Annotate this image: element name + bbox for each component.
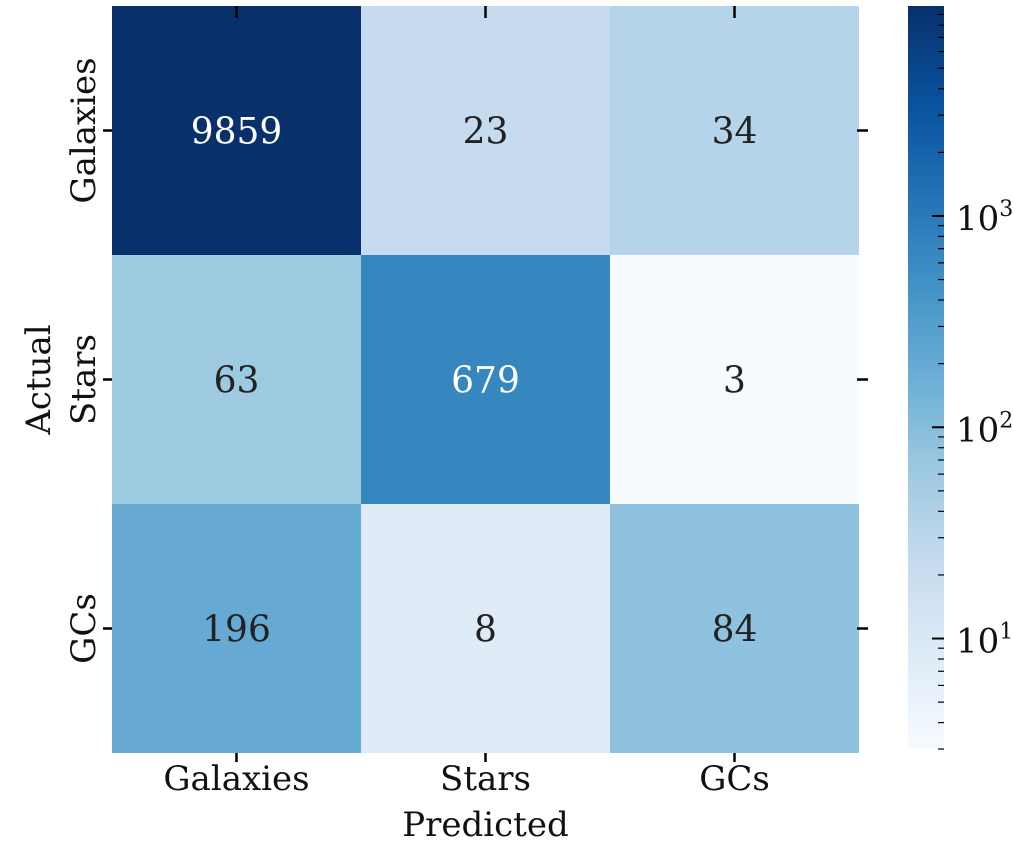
x-tick-label: Galaxies <box>163 759 309 799</box>
heatmap-cell <box>361 255 610 504</box>
y-tick-label: GCs <box>64 593 104 664</box>
cell-value-label: 84 <box>712 610 758 651</box>
x-tick-label: Stars <box>440 759 531 799</box>
cell-value-label: 679 <box>451 361 520 402</box>
cell-value-label: 63 <box>214 361 260 402</box>
heatmap-cell <box>610 255 859 504</box>
heatmap-cell <box>361 504 610 753</box>
heatmap-cell <box>361 6 610 255</box>
x-tick-label: GCs <box>699 759 770 799</box>
colorbar: 101 102 103 <box>908 6 1013 750</box>
cell-value-labels: 9859 23 34 63 679 3 196 8 84 <box>191 112 758 651</box>
heatmap-cell <box>610 6 859 255</box>
cell-value-label: 196 <box>202 610 271 651</box>
x-axis-label: Predicted <box>402 805 568 845</box>
cell-value-label: 9859 <box>191 112 283 153</box>
axes: Galaxies Stars GCs Galaxies Stars GCs Predicte… <box>19 6 868 845</box>
heatmap-cells <box>112 6 859 753</box>
heatmap-cell <box>112 255 361 504</box>
cell-value-label: 3 <box>723 361 746 402</box>
heatmap-cell <box>610 504 859 753</box>
colorbar-tick-label: 101 <box>956 620 1013 662</box>
colorbar-tick-label: 103 <box>956 197 1013 239</box>
cell-value-label: 34 <box>712 112 758 153</box>
colorbar-tick-label: 102 <box>956 408 1013 450</box>
heatmap-cell <box>112 6 361 255</box>
cell-value-label: 8 <box>474 610 497 651</box>
heatmap-cell <box>112 504 361 753</box>
colorbar-gradient <box>908 6 944 749</box>
y-tick-label: Galaxies <box>64 57 104 203</box>
cell-value-label: 23 <box>463 112 509 153</box>
y-axis-label: Actual <box>19 324 59 435</box>
y-tick-label: Stars <box>64 334 104 425</box>
